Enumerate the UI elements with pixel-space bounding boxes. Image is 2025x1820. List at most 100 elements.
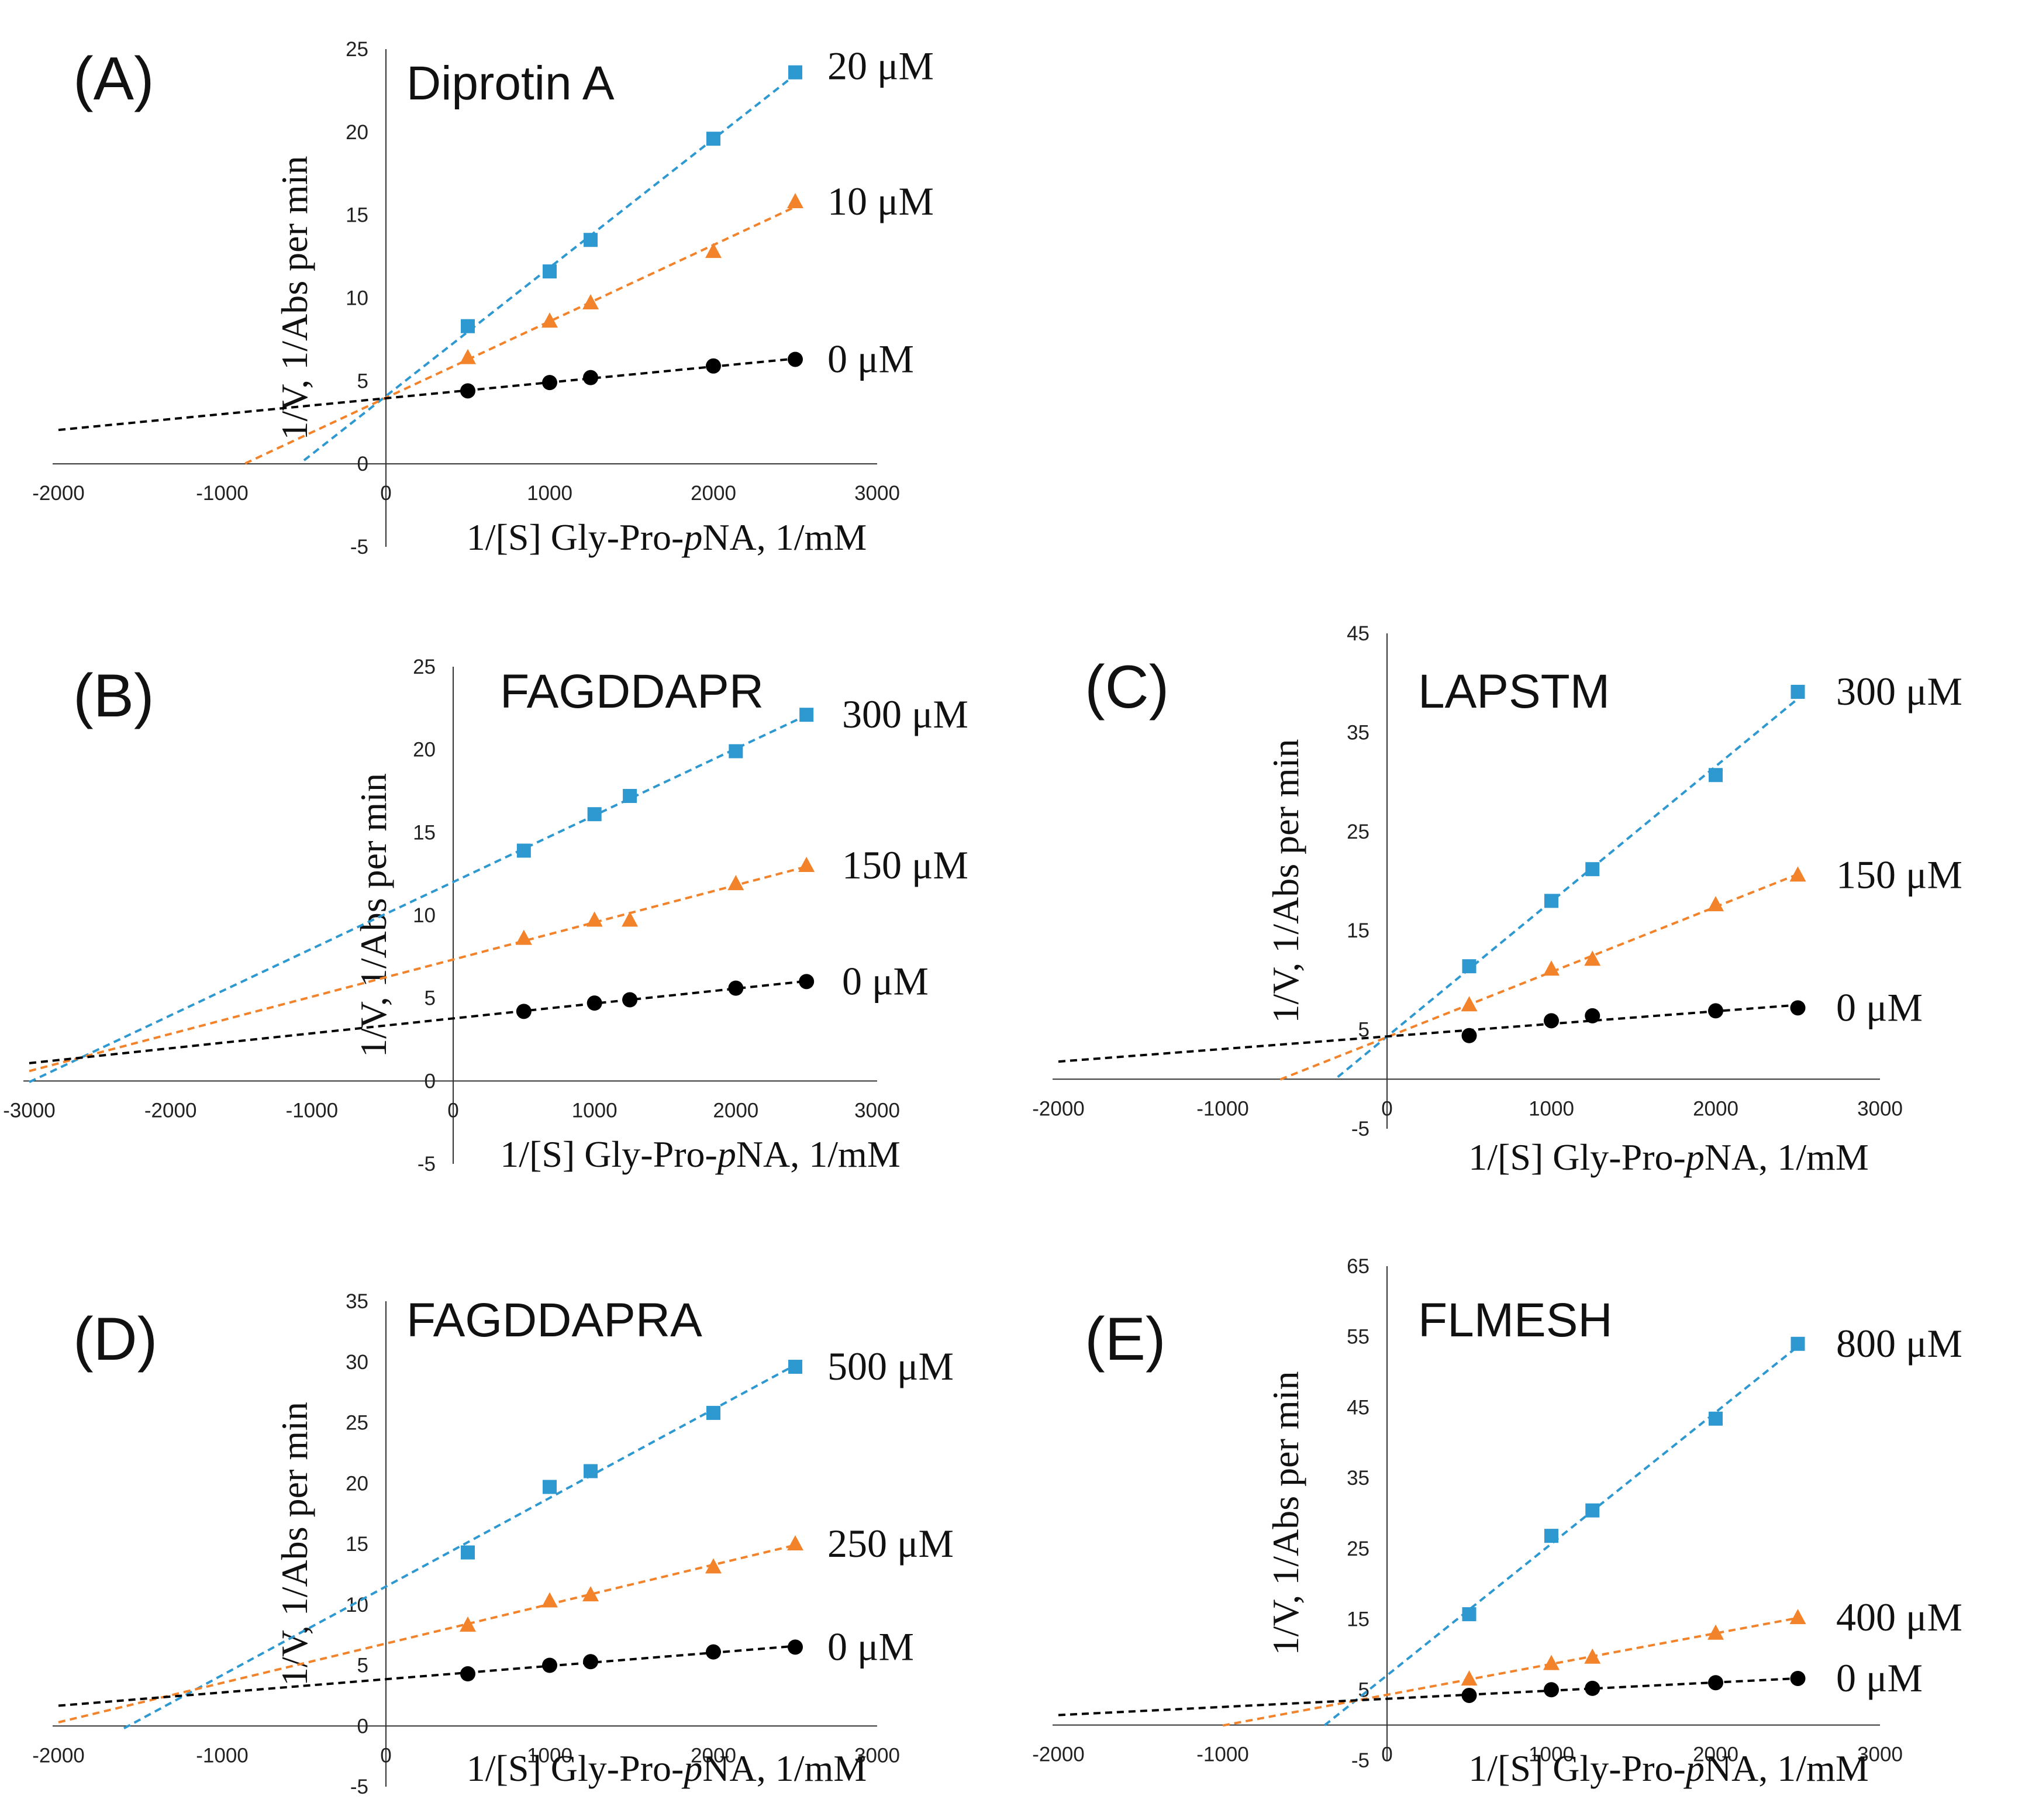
panel-title: LAPSTM [1418, 665, 1610, 718]
panel-tag: (D) [73, 1305, 157, 1373]
y-tick-label: 0 [357, 1715, 368, 1738]
data-point-circle [622, 992, 638, 1008]
y-tick-label: 15 [413, 821, 436, 844]
data-point-triangle [1707, 1624, 1724, 1640]
trendline [29, 714, 808, 1083]
series-2: 0 μM [58, 1624, 914, 1707]
x-tick-label: 1000 [1529, 1743, 1574, 1766]
data-point-triangle [1461, 1670, 1478, 1686]
y-tick-label: 0 [357, 453, 368, 475]
data-point-circle [1585, 1008, 1600, 1023]
x-tick-label: 0 [380, 1744, 391, 1767]
y-tick-label: 25 [1347, 1538, 1369, 1560]
y-tick-label: 5 [357, 370, 368, 392]
data-point-square [788, 1360, 802, 1374]
x-axis-title: 1/[S] Gly-Pro-pNA, 1/mM [1468, 1747, 1868, 1789]
data-point-circle [1544, 1682, 1559, 1698]
x-axis-title: 1/[S] Gly-Pro-pNA, 1/mM [1468, 1136, 1868, 1178]
y-axis-title: 1/V, 1/Abs per min [1265, 1371, 1306, 1656]
series-0: 800 μM [1323, 1321, 1962, 1726]
panel-tag: (B) [73, 662, 154, 730]
trendline [1058, 1677, 1798, 1716]
data-point-circle [1544, 1013, 1559, 1029]
data-point-square [587, 807, 602, 822]
series-label: 0 μM [827, 336, 914, 381]
series-label: 0 μM [842, 959, 929, 1003]
data-point-square [729, 744, 743, 759]
data-point-circle [1708, 1003, 1723, 1019]
series-label: 150 μM [1836, 852, 1962, 897]
data-point-square [1544, 894, 1558, 908]
x-axis-title-part: 1/[S] Gly-Pro- [467, 1747, 684, 1789]
x-tick-label: -2000 [32, 482, 85, 505]
data-point-square [799, 708, 814, 722]
series-label: 800 μM [1836, 1321, 1962, 1366]
data-point-square [1709, 768, 1723, 783]
y-tick-label: -5 [350, 1776, 368, 1798]
y-tick-label: 20 [413, 739, 436, 761]
trendline [123, 1364, 796, 1729]
series-2: 0 μM [1058, 985, 1923, 1063]
x-tick-label: 0 [380, 482, 391, 505]
data-point-circle [1585, 1680, 1600, 1696]
data-point-circle [706, 358, 721, 374]
data-point-triangle [705, 1558, 722, 1574]
data-point-square [1709, 1411, 1723, 1426]
x-axis-title-part: NA, 1/mM [1705, 1747, 1869, 1789]
data-point-triangle [582, 1586, 599, 1602]
x-axis-title-part: NA, 1/mM [702, 516, 867, 558]
y-tick-label: 65 [1347, 1255, 1369, 1278]
data-point-square [623, 789, 637, 803]
panel-tag: (E) [1085, 1305, 1166, 1373]
x-tick-label: -2000 [1032, 1743, 1085, 1766]
data-point-triangle [460, 1616, 476, 1632]
x-axis-title-italic: p [715, 1133, 736, 1175]
y-axis-title: 1/V, 1/Abs per min [274, 1402, 315, 1686]
x-axis-title: 1/[S] Gly-Pro-pNA, 1/mM [500, 1133, 900, 1175]
data-point-circle [728, 980, 744, 996]
series-2: 0 μM [29, 959, 929, 1064]
data-point-square [584, 1464, 598, 1478]
series-label: 10 μM [827, 179, 934, 223]
series-1: 400 μM [1222, 1595, 1962, 1727]
trendline [29, 980, 807, 1064]
y-axis-title: 1/V, 1/Abs per min [1265, 739, 1306, 1023]
series-2: 0 μM [1058, 1656, 1923, 1716]
data-point-circle [587, 995, 602, 1011]
y-axis-title: 1/V, 1/Abs per min [274, 156, 315, 440]
data-point-triangle [787, 1535, 803, 1550]
data-point-circle [1790, 1000, 1806, 1016]
data-point-triangle [1789, 1609, 1806, 1625]
y-tick-label: 15 [346, 204, 368, 227]
series-label: 300 μM [842, 692, 968, 736]
series-2: 0 μM [58, 336, 914, 432]
data-point-square [543, 1480, 557, 1494]
data-point-triangle [586, 911, 603, 927]
data-point-triangle [1584, 1648, 1601, 1664]
series-1: 10 μM [244, 179, 934, 465]
series-label: 20 μM [827, 44, 934, 88]
y-tick-label: 25 [413, 656, 436, 678]
x-tick-label: 2000 [691, 482, 736, 505]
data-point-circle [583, 370, 598, 385]
x-tick-label: -2000 [144, 1099, 197, 1122]
data-point-square [1791, 1336, 1805, 1351]
data-point-triangle [1707, 896, 1724, 912]
x-tick-label: 2000 [1693, 1097, 1738, 1120]
x-axis-title-italic: p [681, 516, 702, 558]
data-point-circle [788, 1639, 803, 1655]
data-point-triangle [787, 192, 803, 208]
x-axis-title-italic: p [681, 1747, 702, 1789]
series-0: 300 μM [1337, 669, 1962, 1078]
y-tick-label: 5 [425, 987, 436, 1010]
x-tick-label: 2000 [713, 1099, 758, 1122]
x-tick-label: -3000 [3, 1099, 56, 1122]
x-axis-title-italic: p [1684, 1136, 1705, 1178]
x-tick-label: 3000 [1857, 1097, 1903, 1120]
y-tick-label: 25 [1347, 821, 1369, 843]
data-point-triangle [1461, 996, 1478, 1012]
y-tick-label: 10 [346, 287, 368, 310]
x-axis-title-part: 1/[S] Gly-Pro- [1468, 1136, 1686, 1178]
x-axis-title-part: 1/[S] Gly-Pro- [467, 516, 684, 558]
